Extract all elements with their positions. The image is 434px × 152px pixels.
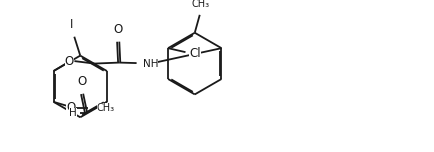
Text: O: O [77,75,87,88]
Text: O: O [66,101,76,114]
Text: Cl: Cl [189,47,201,60]
Text: NH: NH [142,59,158,69]
Text: H: H [69,108,77,118]
Text: O: O [65,55,74,68]
Text: CH₃: CH₃ [97,103,115,113]
Text: O: O [114,23,123,36]
Text: I: I [70,18,73,31]
Text: CH₃: CH₃ [192,0,210,9]
